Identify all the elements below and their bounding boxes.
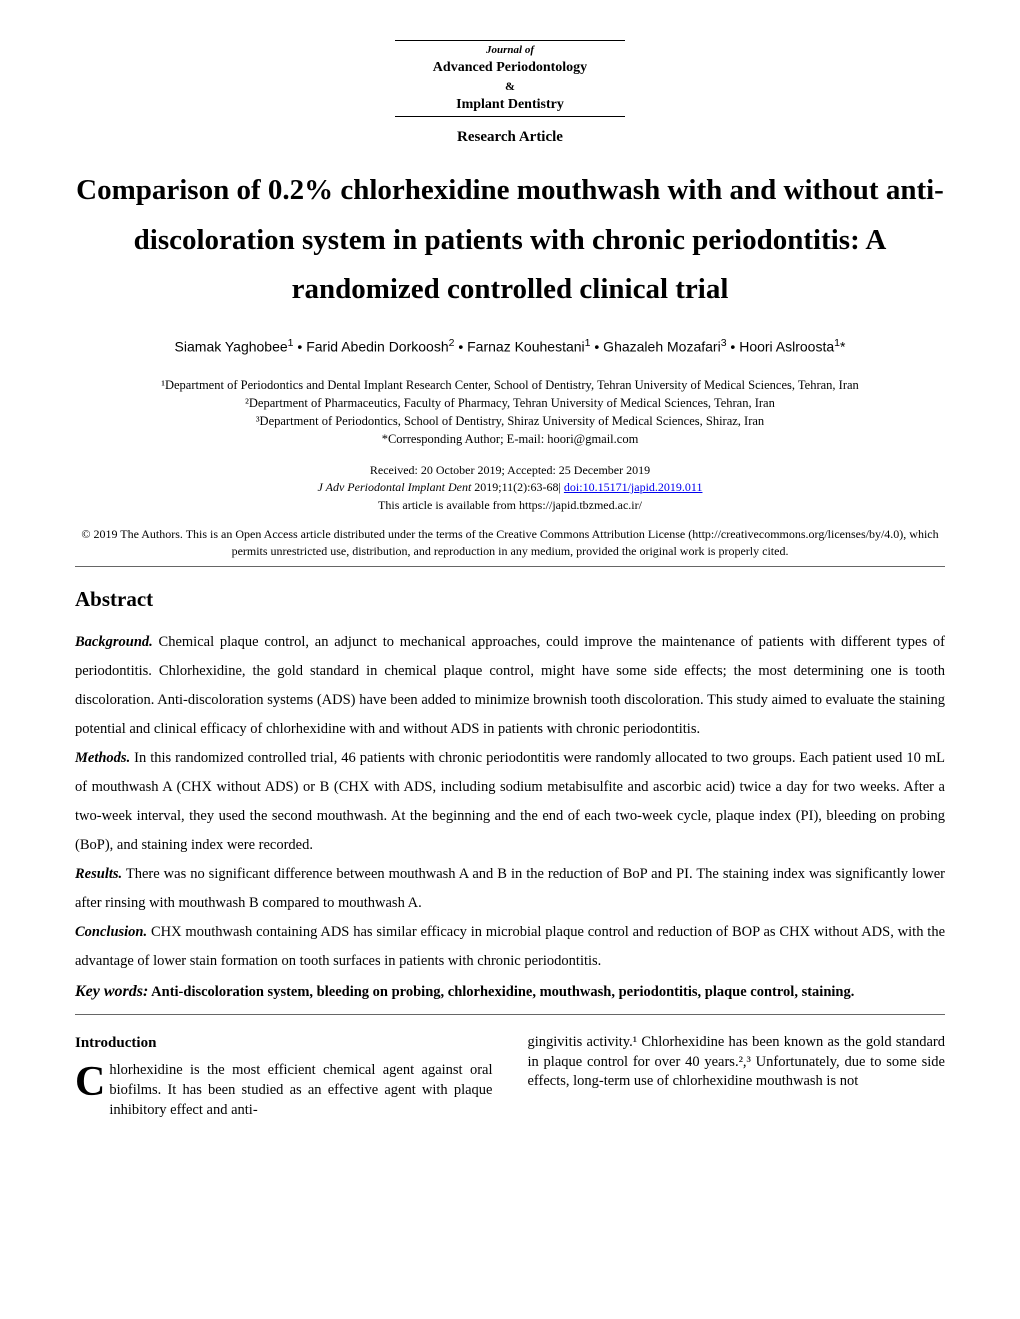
- abstract-results: Results. There was no significant differ…: [75, 860, 945, 918]
- dropcap: C: [75, 1061, 109, 1101]
- intro-column-left: Introduction Chlorhexidine is the most e…: [75, 1033, 493, 1120]
- journal-rule-top: [395, 40, 625, 41]
- intro-column-right: gingivitis activity.¹ Chlorhexidine has …: [528, 1033, 946, 1120]
- citation-details: 2019;11(2):63-68|: [471, 480, 564, 494]
- introduction-heading: Introduction: [75, 1033, 493, 1053]
- received-accepted: Received: 20 October 2019; Accepted: 25 …: [75, 462, 945, 479]
- availability: This article is available from https://j…: [75, 497, 945, 514]
- methods-label: Methods.: [75, 750, 130, 766]
- intro-paragraph-left: Chlorhexidine is the most efficient chem…: [75, 1061, 493, 1120]
- results-text: There was no significant difference betw…: [75, 866, 945, 911]
- journal-ampersand: &: [75, 78, 945, 95]
- journal-abbrev: J Adv Periodontal Implant Dent: [318, 480, 472, 494]
- citation-line: J Adv Periodontal Implant Dent 2019;11(2…: [75, 479, 945, 496]
- divider-top: [75, 566, 945, 567]
- intro-paragraph-right: gingivitis activity.¹ Chlorhexidine has …: [528, 1033, 946, 1092]
- keywords-text: Anti-discoloration system, bleeding on p…: [148, 984, 854, 1000]
- methods-text: In this randomized controlled trial, 46 …: [75, 750, 945, 853]
- article-type: Research Article: [75, 127, 945, 148]
- background-text: Chemical plaque control, an adjunct to m…: [75, 634, 945, 737]
- affiliation-3: ³Department of Periodontics, School of D…: [75, 412, 945, 430]
- results-label: Results.: [75, 866, 122, 882]
- journal-rule-bottom: [395, 116, 625, 117]
- keywords-label: Key words:: [75, 983, 148, 1000]
- abstract-background: Background. Chemical plaque control, an …: [75, 628, 945, 744]
- license-text: © 2019 The Authors. This is an Open Acce…: [75, 526, 945, 560]
- abstract-keywords: Key words: Anti-discoloration system, bl…: [75, 976, 945, 1008]
- background-label: Background.: [75, 634, 153, 650]
- article-title: Comparison of 0.2% chlorhexidine mouthwa…: [75, 166, 945, 314]
- affiliation-2: ²Department of Pharmaceutics, Faculty of…: [75, 394, 945, 412]
- journal-name-line1: Advanced Periodontology: [75, 58, 945, 78]
- abstract-heading: Abstract: [75, 585, 945, 614]
- doi-link[interactable]: doi:10.15171/japid.2019.011: [564, 480, 703, 494]
- journal-prefix: Journal of: [75, 43, 945, 58]
- corresponding-author: *Corresponding Author; E-mail: hoori@gma…: [75, 430, 945, 448]
- journal-header: Journal of Advanced Periodontology & Imp…: [75, 40, 945, 117]
- divider-bottom: [75, 1014, 945, 1015]
- journal-name-line2: Implant Dentistry: [75, 95, 945, 115]
- abstract-conclusion: Conclusion. CHX mouthwash containing ADS…: [75, 918, 945, 976]
- abstract-body: Background. Chemical plaque control, an …: [75, 628, 945, 1008]
- affiliations: ¹Department of Periodontics and Dental I…: [75, 376, 945, 449]
- publication-info: Received: 20 October 2019; Accepted: 25 …: [75, 462, 945, 514]
- introduction-section: Introduction Chlorhexidine is the most e…: [75, 1033, 945, 1120]
- intro-text-left: hlorhexidine is the most efficient chemi…: [109, 1062, 492, 1117]
- affiliation-1: ¹Department of Periodontics and Dental I…: [75, 376, 945, 394]
- author-list: Siamak Yaghobee1 • Farid Abedin Dorkoosh…: [75, 336, 945, 357]
- abstract-methods: Methods. In this randomized controlled t…: [75, 744, 945, 860]
- conclusion-label: Conclusion.: [75, 924, 147, 940]
- conclusion-text: CHX mouthwash containing ADS has similar…: [75, 924, 945, 969]
